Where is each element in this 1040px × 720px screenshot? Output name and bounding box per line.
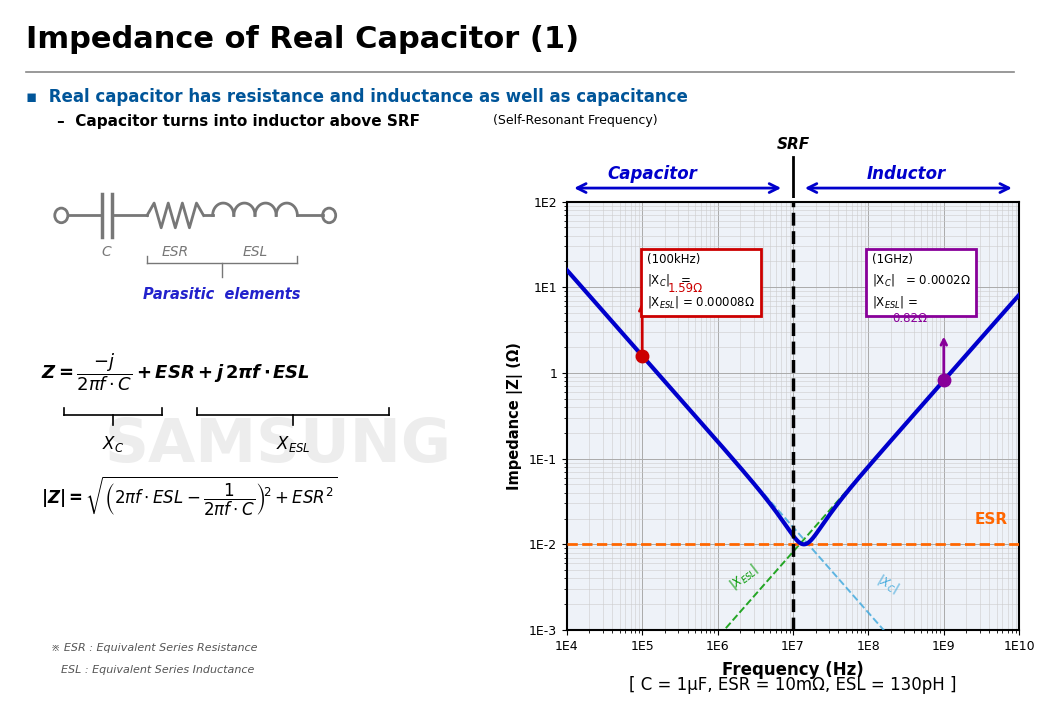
Text: –  Capacitor turns into inductor above SRF: – Capacitor turns into inductor above SR… xyxy=(57,114,420,129)
Text: ※ ESR : Equivalent Series Resistance: ※ ESR : Equivalent Series Resistance xyxy=(51,643,258,653)
Text: [ C = 1μF, ESR = 10mΩ, ESL = 130pH ]: [ C = 1μF, ESR = 10mΩ, ESL = 130pH ] xyxy=(629,677,957,694)
Text: ▪  Real capacitor has resistance and inductance as well as capacitance: ▪ Real capacitor has resistance and indu… xyxy=(26,88,687,106)
Text: 0.82Ω: 0.82Ω xyxy=(892,312,927,325)
Y-axis label: Impedance |Z| (Ω): Impedance |Z| (Ω) xyxy=(508,342,523,490)
Text: ESR: ESR xyxy=(974,512,1008,527)
Text: (Self-Resonant Frequency): (Self-Resonant Frequency) xyxy=(489,114,657,127)
Text: $X_C$: $X_C$ xyxy=(102,434,124,454)
Text: ESL: ESL xyxy=(242,245,267,259)
Text: 1.59Ω: 1.59Ω xyxy=(668,282,702,295)
Text: Inductor: Inductor xyxy=(866,165,945,183)
Text: Capacitor: Capacitor xyxy=(607,165,698,183)
Text: ESL : Equivalent Series Inductance: ESL : Equivalent Series Inductance xyxy=(61,665,255,675)
X-axis label: Frequency (Hz): Frequency (Hz) xyxy=(722,661,864,679)
Text: |X$_{ESL}$|: |X$_{ESL}$| xyxy=(726,560,761,593)
Text: C: C xyxy=(102,245,111,259)
Text: Impedance of Real Capacitor (1): Impedance of Real Capacitor (1) xyxy=(26,25,579,54)
Text: ESR: ESR xyxy=(162,245,189,259)
Text: (1GHz)
|X$_C$|   = 0.0002Ω
|X$_{ESL}$| =: (1GHz) |X$_C$| = 0.0002Ω |X$_{ESL}$| = xyxy=(872,253,970,310)
Text: (100kHz)
|X$_C$|   =         
|X$_{ESL}$| = 0.00008Ω: (100kHz) |X$_C$| = |X$_{ESL}$| = 0.00008… xyxy=(647,253,755,310)
Text: SRF: SRF xyxy=(777,138,809,153)
Text: $\boldsymbol{Z = \dfrac{-j}{2\pi f \cdot C} + ESR + j\,2\pi f \cdot ESL}$: $\boldsymbol{Z = \dfrac{-j}{2\pi f \cdot… xyxy=(42,352,310,394)
Text: SAMSUNG: SAMSUNG xyxy=(105,416,451,475)
Text: |X$_C$|: |X$_C$| xyxy=(874,571,902,596)
Text: $X_{ESL}$: $X_{ESL}$ xyxy=(276,434,311,454)
Text: Parasitic  elements: Parasitic elements xyxy=(144,287,301,302)
Text: $\boldsymbol{|Z| = \sqrt{\left(2\pi f \cdot ESL - \dfrac{1}{2\pi f \cdot C}\righ: $\boldsymbol{|Z| = \sqrt{\left(2\pi f \c… xyxy=(42,474,338,518)
